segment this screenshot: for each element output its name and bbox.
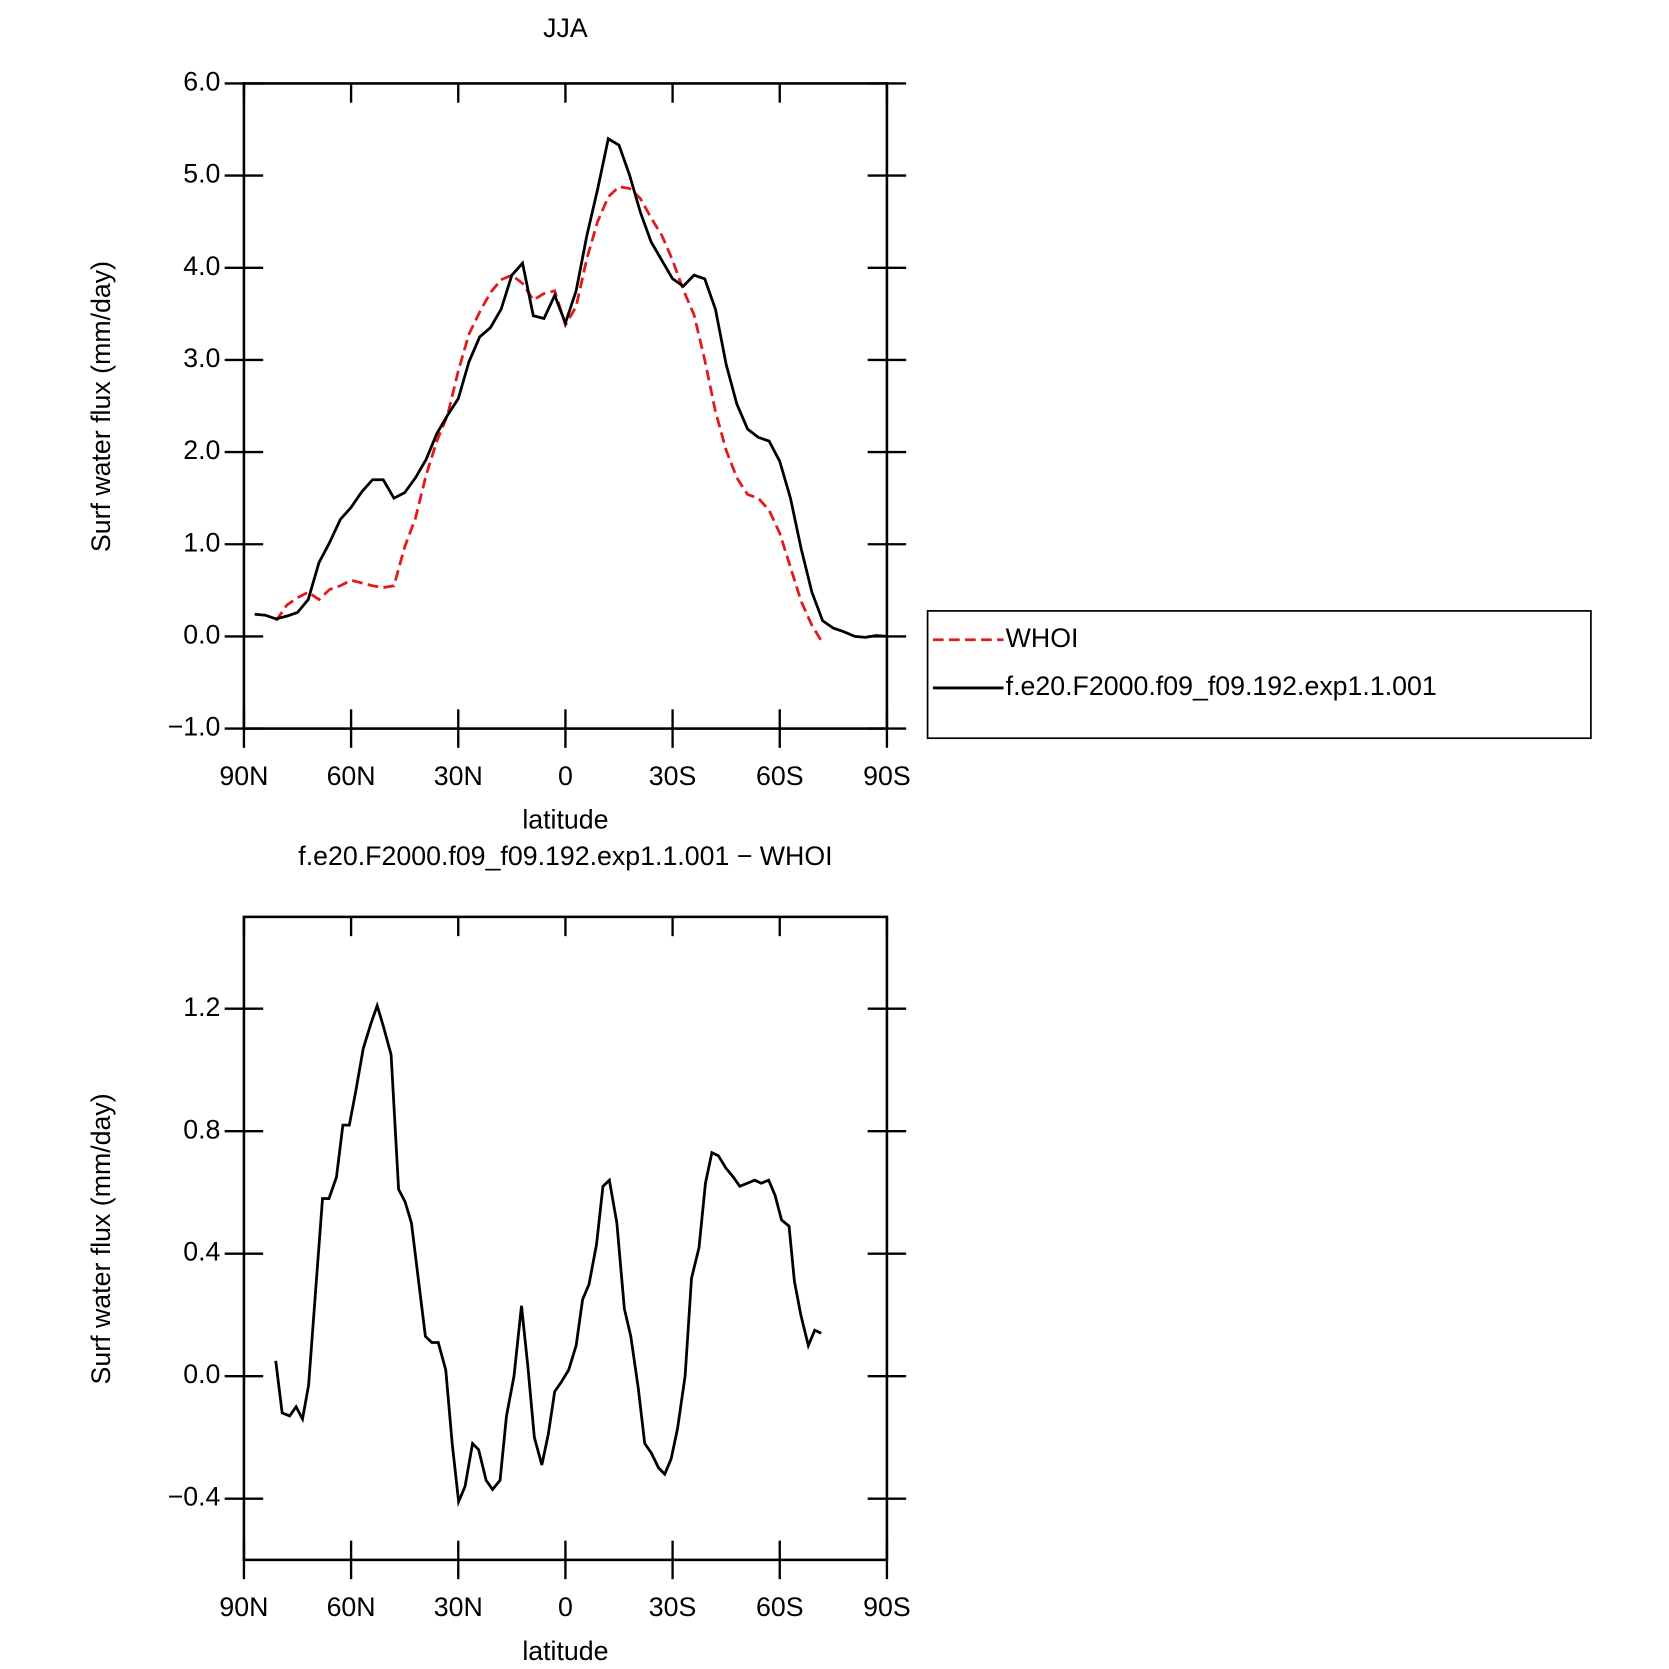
y-tick-label: −0.4 [168, 1482, 221, 1512]
x-tick-label: 0 [558, 1592, 573, 1622]
y-tick-label: 0.0 [183, 619, 220, 649]
y-tick-label: 0.8 [183, 1114, 220, 1144]
legend-box [926, 610, 1592, 740]
y-tick-label: 1.0 [183, 527, 220, 557]
chart-title: f.e20.F2000.f09_f09.192.exp1.1.001 − WHO… [298, 841, 832, 871]
legend-label: WHOI [1006, 623, 1079, 653]
y-tick-label: 5.0 [183, 159, 220, 189]
x-tick-label: 30N [434, 761, 483, 791]
x-tick-label: 90N [219, 761, 268, 791]
data-line [254, 136, 888, 639]
x-tick-label: 30N [434, 1592, 483, 1622]
y-tick-label: 6.0 [183, 67, 220, 97]
y-tick-label: −1.0 [168, 712, 221, 742]
x-tick-label: 30S [649, 761, 697, 791]
y-tick-label: 1.2 [183, 992, 220, 1022]
data-line [274, 1001, 822, 1508]
y-tick-label: 0.4 [183, 1237, 220, 1267]
y-tick-label: 4.0 [183, 251, 220, 281]
plot-frame [242, 82, 889, 730]
y-tick-label: 0.0 [183, 1359, 220, 1389]
x-tick-label: 60N [327, 761, 376, 791]
x-tick-label: 60S [756, 761, 804, 791]
x-axis-label: latitude [522, 805, 608, 835]
x-tick-label: 0 [558, 761, 573, 791]
x-tick-label: 30S [649, 1592, 697, 1622]
x-tick-label: 90S [863, 1592, 911, 1622]
y-axis-label: Surf water flux (mm/day) [86, 1093, 116, 1384]
x-tick-label: 90S [863, 761, 911, 791]
x-tick-label: 90N [219, 1592, 268, 1622]
chart-title: JJA [543, 13, 588, 43]
x-axis-label: latitude [522, 1636, 608, 1666]
x-tick-label: 60S [756, 1592, 804, 1622]
legend-label: f.e20.F2000.f09_f09.192.exp1.1.001 [1006, 671, 1437, 701]
y-axis-label: Surf water flux (mm/day) [86, 261, 116, 552]
y-tick-label: 3.0 [183, 343, 220, 373]
data-line [274, 185, 824, 644]
y-tick-label: 2.0 [183, 435, 220, 465]
x-tick-label: 60N [327, 1592, 376, 1622]
